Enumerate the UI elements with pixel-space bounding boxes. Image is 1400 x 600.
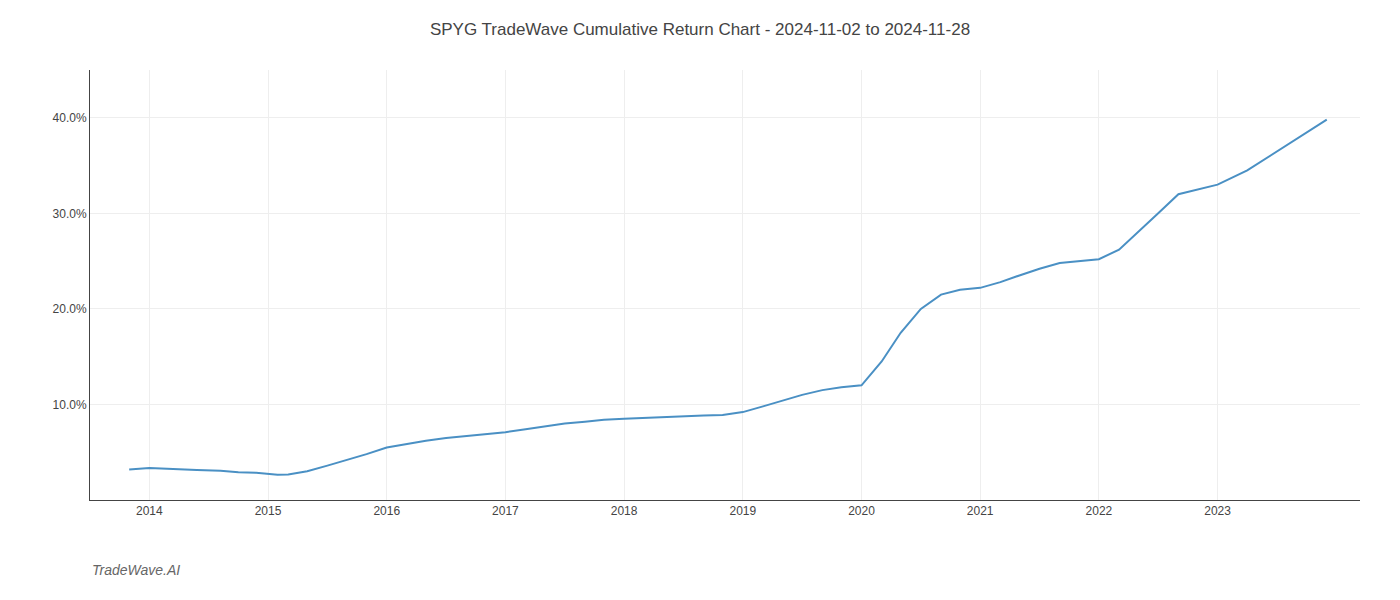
svg-text:2016: 2016 — [373, 504, 400, 518]
svg-text:SPYG TradeWave Cumulative Retu: SPYG TradeWave Cumulative Return Chart -… — [430, 20, 970, 39]
svg-text:2015: 2015 — [255, 504, 282, 518]
svg-text:2021: 2021 — [967, 504, 994, 518]
svg-text:2022: 2022 — [1086, 504, 1113, 518]
svg-text:30.0%: 30.0% — [53, 207, 87, 221]
svg-text:10.0%: 10.0% — [53, 398, 87, 412]
svg-text:2023: 2023 — [1204, 504, 1231, 518]
svg-text:40.0%: 40.0% — [53, 111, 87, 125]
svg-text:2014: 2014 — [136, 504, 163, 518]
svg-text:20.0%: 20.0% — [53, 302, 87, 316]
svg-text:TradeWave.AI: TradeWave.AI — [92, 562, 180, 578]
svg-text:2017: 2017 — [492, 504, 519, 518]
svg-text:2019: 2019 — [729, 504, 756, 518]
svg-text:2020: 2020 — [848, 504, 875, 518]
svg-text:2018: 2018 — [611, 504, 638, 518]
